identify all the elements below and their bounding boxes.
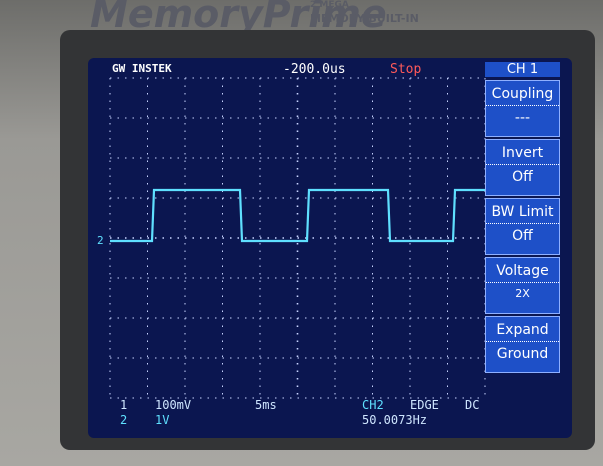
menu-item[interactable]: Voltage 2X: [485, 257, 560, 314]
frequency: 50.0073Hz: [362, 413, 427, 427]
channel-marker: 2: [97, 234, 104, 247]
menu-value: Off: [486, 228, 559, 244]
menu-label: Coupling: [486, 86, 559, 106]
menu-label: BW Limit: [486, 204, 559, 224]
ch1-index: 1: [120, 398, 127, 412]
menu-value: Off: [486, 169, 559, 185]
ch1-scale: 100mV: [155, 398, 191, 412]
trigger-source: CH2: [362, 398, 384, 412]
ch2-index: 2: [120, 413, 127, 427]
photo: MemoryPrime 2 MEGA MEMORY BUILT-IN GW IN…: [0, 0, 603, 466]
ch2-scale: 1V: [155, 413, 169, 427]
menu-label: Invert: [486, 145, 559, 165]
menu-item[interactable]: Expand Ground: [485, 316, 560, 373]
trigger-coupling: DC: [465, 398, 479, 412]
menu-value: ---: [486, 110, 559, 126]
menu-value: 2X: [486, 287, 559, 300]
menu-label: Voltage: [486, 263, 559, 283]
menu-item[interactable]: Coupling ---: [485, 80, 560, 137]
menu-label: Expand: [486, 322, 559, 342]
timebase: 5ms: [255, 398, 277, 412]
menu-value: Ground: [486, 346, 559, 362]
menu-item[interactable]: BW Limit Off: [485, 198, 560, 255]
trigger-type: EDGE: [410, 398, 439, 412]
menu-item[interactable]: Invert Off: [485, 139, 560, 196]
